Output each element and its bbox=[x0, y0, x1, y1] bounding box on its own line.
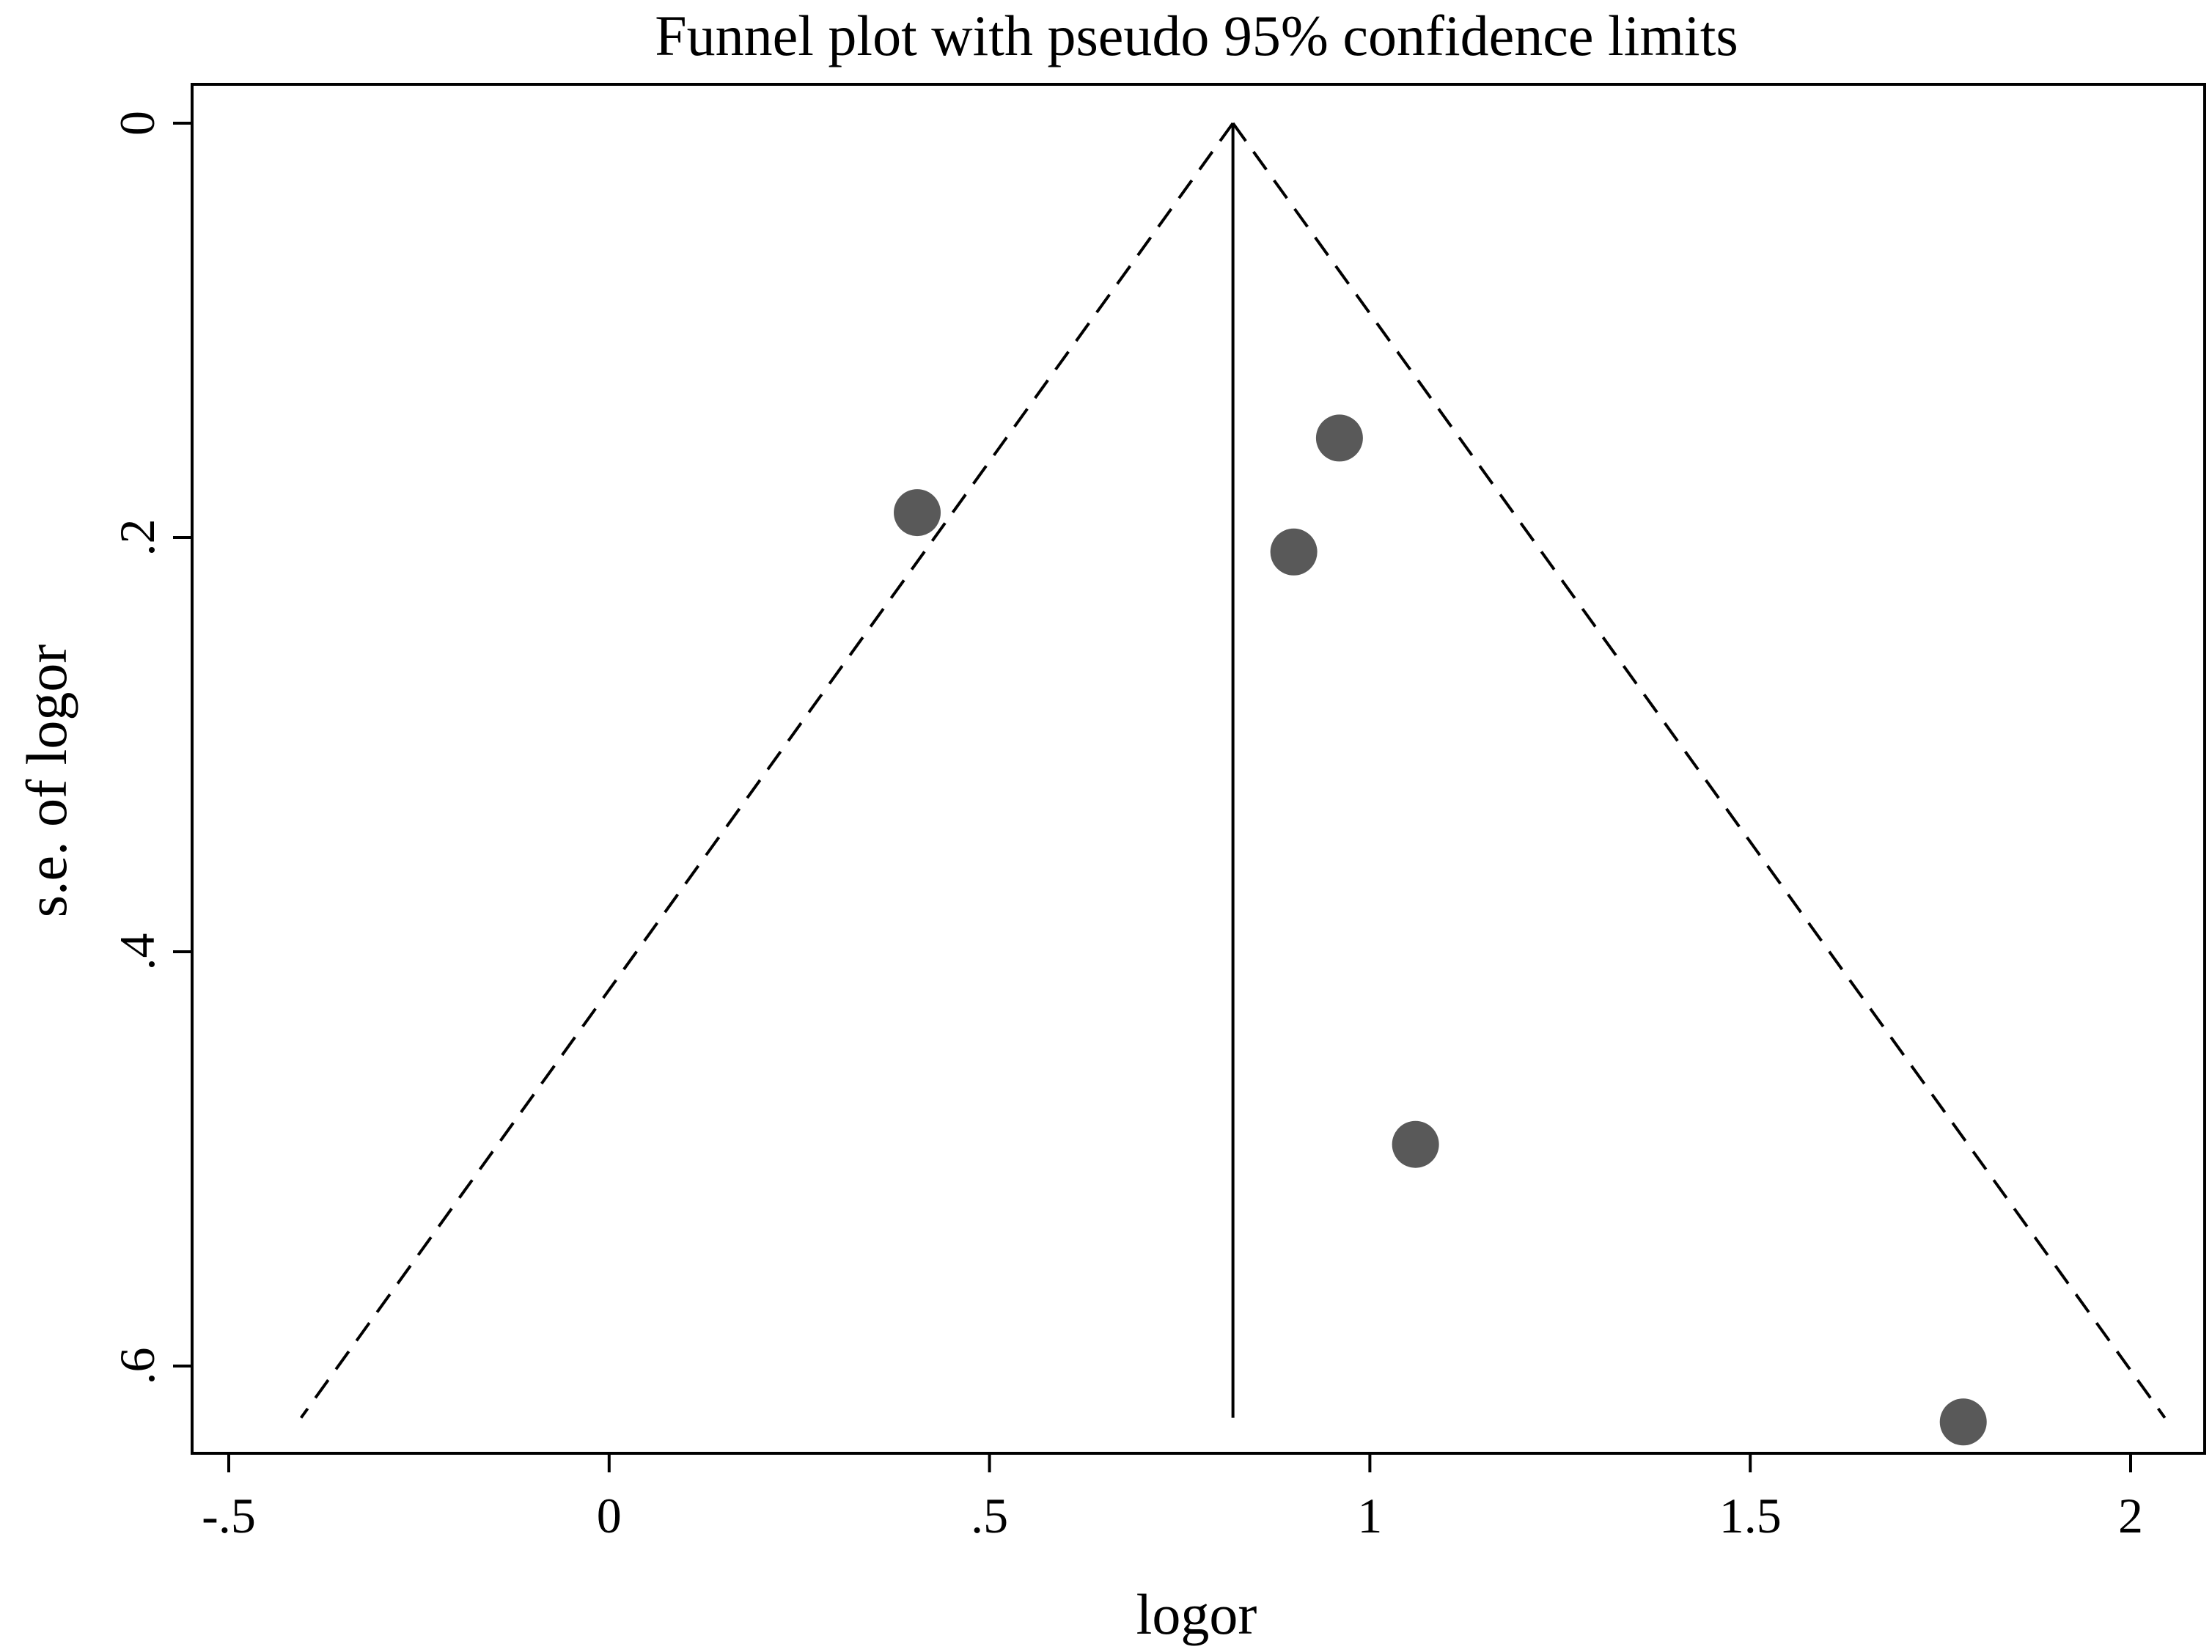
ci-left-line bbox=[299, 122, 1235, 1419]
study-point-3 bbox=[1270, 528, 1318, 576]
y-tick-label-1: .2 bbox=[109, 519, 165, 557]
y-axis-label: s.e. of logor bbox=[15, 645, 78, 918]
study-point-5 bbox=[1939, 1398, 1987, 1446]
y-axis: 0 .2 .4 .6 bbox=[109, 111, 192, 1385]
y-tick-label-3: .6 bbox=[109, 1348, 165, 1385]
x-tick-label-4: 1.5 bbox=[1719, 1488, 1782, 1543]
ci-right-line bbox=[1232, 122, 2167, 1419]
y-tick-label-2: .4 bbox=[109, 933, 165, 971]
x-tick-label-3: 1 bbox=[1357, 1488, 1382, 1543]
confidence-limit-lines bbox=[299, 122, 2167, 1419]
y-tick-label-0: 0 bbox=[109, 111, 165, 136]
study-point-1 bbox=[894, 489, 941, 537]
study-point-4 bbox=[1392, 1120, 1439, 1168]
x-tick-label-5: 2 bbox=[2118, 1488, 2143, 1543]
x-axis-label: logor bbox=[1136, 1582, 1257, 1646]
plot-area-frame bbox=[191, 83, 2206, 1455]
x-tick-label-1: 0 bbox=[597, 1488, 622, 1543]
data-points bbox=[894, 414, 1987, 1446]
chart-title: Funnel plot with pseudo 95% confidence l… bbox=[655, 4, 1738, 67]
x-tick-label-2: .5 bbox=[971, 1488, 1008, 1543]
study-point-2 bbox=[1315, 414, 1363, 462]
x-axis: -.5 0 .5 1 1.5 2 bbox=[202, 1453, 2143, 1543]
x-tick-label-0: -.5 bbox=[202, 1488, 256, 1543]
